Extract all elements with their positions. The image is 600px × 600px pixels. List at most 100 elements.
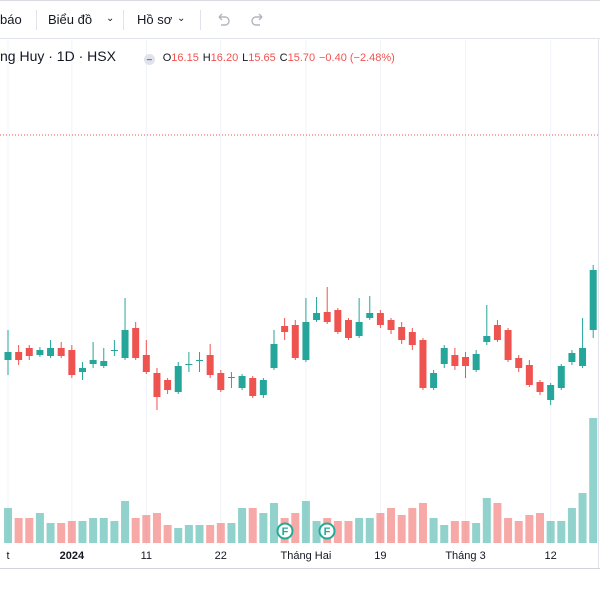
volume-bar: [152, 513, 161, 543]
volume-bar: [514, 521, 523, 543]
volume-bar: [461, 521, 470, 543]
volume-bar: [174, 528, 183, 543]
volume-bar: [89, 518, 98, 543]
x-tick-label: 22: [215, 550, 227, 562]
volume-bar: [291, 513, 300, 543]
volume-bar: [567, 508, 576, 543]
candle-body: [47, 348, 55, 356]
volume-bar: [99, 518, 108, 543]
candle-body: [57, 348, 65, 356]
o-label: O: [162, 52, 172, 64]
profile-menu[interactable]: Hồ sơ: [137, 12, 173, 27]
candle-body: [185, 364, 193, 365]
x-tick-label: 2024: [60, 550, 85, 562]
candle-body: [344, 320, 352, 338]
change: −0.40 (−2.48%): [319, 52, 395, 64]
candle-body: [89, 360, 97, 364]
candle-body: [270, 344, 278, 368]
legend: ng Huy · 1D · HSX – O16.15 H16.20 L15.65…: [0, 48, 395, 65]
candle-body: [547, 385, 555, 400]
candle-body: [227, 377, 235, 378]
candle-body: [110, 350, 118, 351]
volume-bar: [472, 523, 481, 543]
volume-bar: [482, 498, 491, 543]
volume-bar: [78, 521, 87, 543]
collapse-icon[interactable]: –: [143, 54, 155, 65]
candle-body: [398, 327, 406, 340]
candle-body: [132, 328, 140, 358]
volume-bar: [35, 513, 44, 543]
volume-bar: [248, 508, 257, 543]
candle-body: [68, 350, 76, 375]
candle-body: [25, 348, 33, 356]
volume-bar: [429, 518, 438, 543]
candle-body: [196, 360, 204, 361]
volume-bar: [206, 525, 215, 543]
candle-body: [440, 348, 448, 364]
candle-body: [579, 348, 587, 366]
x-tick-label: 19: [374, 550, 386, 562]
alert-button[interactable]: báo: [0, 12, 22, 27]
volume-bar: [301, 501, 310, 543]
volume-bar: [387, 508, 396, 543]
candle-body: [15, 352, 23, 360]
event-marker: [318, 522, 336, 540]
toolbar: báo Biểu đồ ⌄ Hồ sơ ⌄: [0, 0, 600, 39]
candle-body: [78, 368, 86, 372]
x-tick-label: 11: [141, 550, 152, 562]
candle-body: [302, 322, 310, 360]
volume-bar: [440, 525, 449, 543]
candle-body: [525, 365, 533, 385]
volume-bar: [418, 503, 427, 543]
volume-bar: [589, 418, 598, 543]
x-tick-label: Tháng 3: [445, 550, 485, 562]
volume-bar: [333, 521, 342, 543]
separator: [36, 10, 37, 30]
event-marker: [276, 522, 294, 540]
volume-bar: [110, 521, 119, 543]
candle-body: [451, 355, 459, 366]
candle-body: [483, 336, 491, 342]
volume-bar: [493, 503, 502, 543]
candle-body: [291, 325, 299, 358]
volume-bar: [216, 523, 225, 543]
candle-body: [515, 358, 523, 368]
volume-bar: [312, 521, 321, 543]
candle-body: [504, 330, 512, 360]
volume-bar: [25, 518, 34, 543]
candle-body: [100, 361, 108, 366]
volume-bar: [450, 521, 459, 543]
h-value: 16.20: [210, 52, 239, 64]
undo-button[interactable]: [215, 11, 231, 27]
symbol: ng Huy · 1D · HSX: [0, 48, 116, 64]
volume-bar: [131, 518, 140, 543]
candle-body: [334, 310, 342, 332]
caret: ⌄: [177, 13, 186, 24]
candle-body: [259, 380, 267, 395]
volume-bar: [355, 518, 364, 543]
candle-body: [536, 382, 544, 392]
volume-bar: [408, 508, 417, 543]
h-label: H: [202, 52, 211, 64]
volume-bar: [270, 503, 278, 543]
volume-bar: [46, 523, 55, 543]
volume-bar: [259, 513, 268, 543]
volume-bar: [376, 513, 385, 543]
candle-body: [493, 325, 501, 340]
event-label: F: [282, 526, 289, 538]
l-label: L: [242, 52, 249, 64]
c-value: 15.70: [287, 52, 316, 64]
separator: [123, 10, 124, 30]
volume-bar: [536, 513, 544, 543]
volume-bar: [195, 525, 204, 543]
volume-bar: [142, 515, 151, 543]
event-label: F: [324, 526, 331, 538]
redo-button[interactable]: [250, 11, 266, 27]
o-value: 16.15: [171, 52, 199, 64]
caret: ⌄: [106, 13, 115, 24]
candle-body: [430, 373, 438, 388]
candle-body: [153, 373, 161, 397]
chart-menu[interactable]: Biểu đồ: [48, 12, 93, 27]
